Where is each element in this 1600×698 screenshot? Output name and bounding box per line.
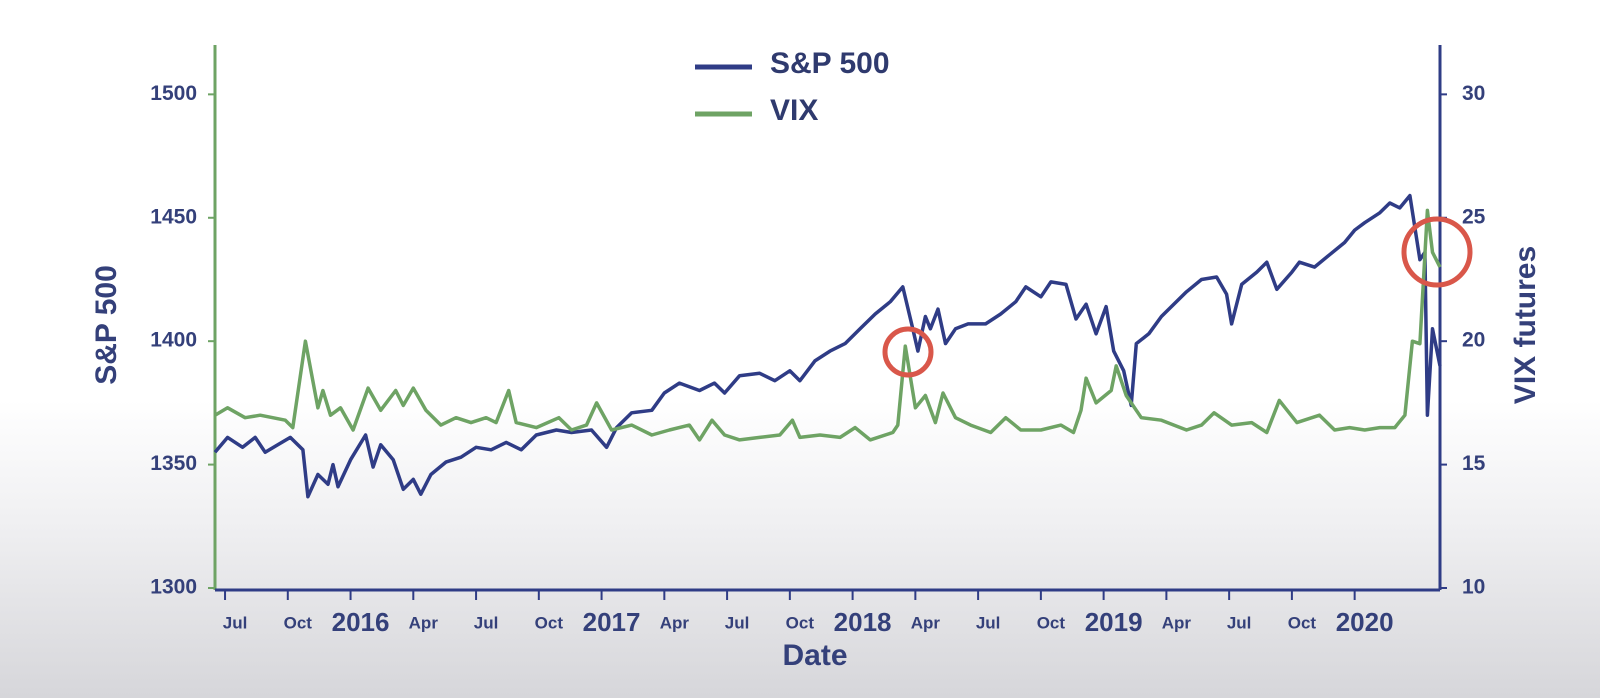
highlight-circle [882, 326, 934, 378]
y2-axis-title: VIX futures [1509, 246, 1542, 404]
x-tick-label: Oct [1037, 613, 1066, 632]
x-tick-label: 2016 [332, 607, 390, 637]
highlight-circle [1401, 216, 1473, 288]
x-tick-label: Jul [474, 613, 499, 632]
x-tick-label: 2017 [583, 607, 641, 637]
y2-tick-label: 30 [1462, 82, 1485, 105]
y2-tick-label: 15 [1462, 452, 1486, 475]
y-axis-title: S&P 500 [90, 265, 123, 385]
x-tick-label: Jul [223, 613, 248, 632]
x-tick-label: Jul [1227, 613, 1252, 632]
series-line [213, 193, 1442, 499]
x-tick-label: Oct [535, 613, 564, 632]
y-tick-label: 1300 [150, 576, 197, 599]
x-tick-label: Apr [409, 613, 439, 632]
y-tick-label: 1350 [150, 452, 197, 475]
x-tick-label: Oct [786, 613, 815, 632]
x-tick-label: 2018 [834, 607, 892, 637]
plot-area: 1300 1350 1400 1450 1500 10 15 20 25 30 Jul Oct 2016… [150, 45, 1486, 637]
y2-tick-label: 20 [1462, 329, 1485, 352]
y2-tick-label: 10 [1462, 576, 1485, 599]
series-line [214, 208, 1442, 442]
y-tick-label: 1400 [150, 329, 197, 352]
x-tick-label: Apr [660, 613, 690, 632]
x-tick-label: Oct [1288, 613, 1317, 632]
y2-tick-label: 25 [1462, 205, 1486, 228]
legend-label: VIX [770, 94, 818, 127]
y-tick-label: 1500 [150, 82, 197, 105]
x-tick-label: Apr [911, 613, 941, 632]
y-tick-label: 1450 [150, 205, 197, 228]
x-tick-label: Oct [284, 613, 313, 632]
x-tick-label: 2019 [1085, 607, 1143, 637]
x-tick-label: Jul [976, 613, 1001, 632]
x-tick-label: 2020 [1336, 607, 1394, 637]
x-tick-label: Jul [725, 613, 750, 632]
x-tick-label: Apr [1162, 613, 1192, 632]
x-axis-title: Date [782, 639, 847, 672]
legend-label: S&P 500 [770, 47, 890, 80]
